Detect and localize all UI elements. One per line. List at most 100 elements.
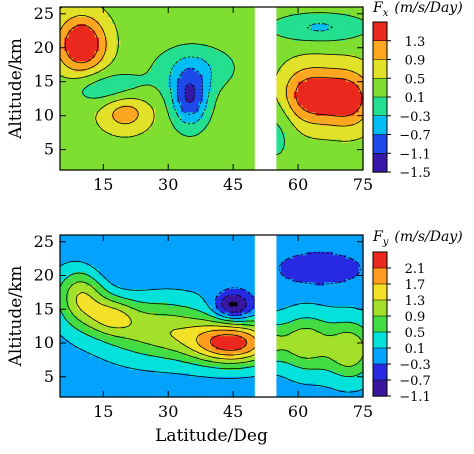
field-cell [228, 81, 234, 86]
field-cell [215, 285, 221, 290]
field-cell [315, 54, 321, 59]
field-cell [311, 159, 316, 164]
field-cell [306, 245, 312, 250]
field-cell [311, 47, 316, 52]
field-cell [194, 129, 200, 134]
field-cell [142, 125, 148, 130]
field-cell [241, 44, 247, 49]
field-cell [332, 44, 338, 49]
field-cell [155, 289, 161, 293]
field-cell [189, 51, 195, 56]
field-cell [168, 115, 174, 120]
field-cell [319, 136, 325, 141]
field-cell [172, 105, 178, 110]
field-cell [276, 78, 282, 83]
field-cell [159, 13, 165, 18]
field-cell [107, 112, 113, 117]
field-cell [77, 166, 83, 171]
field-cell [211, 61, 217, 66]
field-cell [215, 278, 221, 283]
field-cell [107, 132, 113, 137]
field-cell [150, 129, 156, 134]
field-cell [328, 299, 334, 304]
field-cell [85, 159, 91, 164]
field-cell [181, 40, 187, 45]
field-cell [224, 17, 230, 22]
field-cell [155, 265, 161, 270]
field-cell [354, 305, 360, 310]
field-cell [142, 278, 148, 283]
field-cell [111, 248, 117, 253]
field-cell [172, 295, 178, 300]
field-cell [337, 74, 342, 79]
field-cell [189, 166, 195, 171]
field-cell [81, 61, 87, 66]
field-cell [237, 142, 243, 147]
field-cell [358, 159, 364, 164]
field-cell [337, 61, 342, 66]
field-cell [319, 299, 325, 304]
field-cell [293, 119, 299, 124]
field-cell [289, 37, 295, 42]
field-cell [129, 115, 135, 120]
field-cell [181, 289, 187, 293]
field-cell [328, 27, 334, 32]
field-cell [181, 235, 187, 239]
field-cell [159, 136, 165, 141]
field-cell [98, 268, 104, 273]
field-cell [224, 78, 230, 83]
field-cell [350, 61, 355, 66]
field-cell [72, 305, 78, 310]
field-cell [77, 285, 83, 290]
field-cell [133, 61, 139, 66]
field-cell [276, 10, 282, 15]
field-cell [224, 108, 230, 113]
field-cell [111, 57, 117, 62]
field-cell [311, 105, 316, 110]
field-cell [280, 91, 286, 96]
field-cell [168, 295, 174, 300]
field-cell [168, 34, 174, 39]
field-cell [172, 40, 178, 45]
field-cell [181, 142, 187, 147]
field-cell [332, 129, 338, 134]
field-cell [324, 47, 329, 52]
field-cell [64, 156, 70, 161]
field-cell [142, 44, 148, 49]
field-cell [68, 275, 74, 280]
field-cell [194, 27, 200, 32]
field-cell [159, 245, 165, 250]
field-cell [345, 292, 351, 297]
field-cell [306, 61, 312, 66]
field-cell [328, 305, 334, 310]
field-cell [198, 272, 204, 277]
field-cell [276, 105, 282, 110]
field-cell [194, 305, 200, 310]
field-cell [181, 102, 187, 107]
field-cell [332, 241, 338, 246]
field-cell [103, 289, 109, 293]
field-cell [298, 159, 303, 164]
field-cell [241, 262, 247, 266]
field-cell [163, 10, 169, 15]
field-cell [150, 88, 156, 93]
field-cell [202, 54, 208, 59]
field-cell [207, 85, 213, 90]
field-cell [220, 235, 226, 239]
field-cell [142, 265, 148, 270]
field-cell [315, 275, 321, 280]
field-cell [354, 17, 360, 22]
field-cell [293, 289, 299, 293]
field-cell [111, 122, 117, 127]
field-cell [298, 166, 303, 171]
field-cell [81, 156, 87, 161]
field-cell [98, 105, 104, 110]
field-cell [224, 255, 230, 260]
field-cell [354, 235, 360, 239]
field-cell [315, 119, 321, 124]
field-cell [137, 265, 143, 270]
field-cell [60, 85, 65, 90]
field-cell [228, 105, 234, 110]
field-cell [285, 7, 291, 11]
field-cell [194, 81, 200, 86]
